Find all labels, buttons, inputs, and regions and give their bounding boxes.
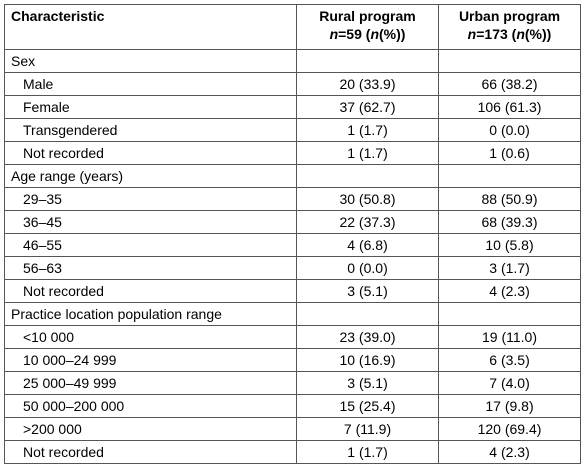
row-label: 29–35 <box>4 187 297 211</box>
rural-value: 20 (33.9) <box>296 72 439 96</box>
section-title: Practice location population range <box>4 302 297 326</box>
row-label: 56–63 <box>4 256 297 280</box>
row-label: Not recorded <box>4 440 297 464</box>
row-label: 46–55 <box>4 233 297 257</box>
table-row: Female 37 (62.7) 106 (61.3) <box>4 95 581 119</box>
rural-n-var: n <box>329 26 339 42</box>
urban-value: 66 (38.2) <box>438 72 581 96</box>
rural-value: 3 (5.1) <box>296 371 439 395</box>
urban-value: 120 (69.4) <box>438 417 581 441</box>
section-empty-cell <box>438 164 581 188</box>
urban-n-rest: =173 ( <box>476 26 517 42</box>
urban-n-var2: n <box>516 26 525 42</box>
rural-n-var2: n <box>370 26 379 42</box>
row-label: Transgendered <box>4 118 297 142</box>
section-row: Age range (years) <box>4 164 581 188</box>
rural-value: 3 (5.1) <box>296 279 439 303</box>
rural-n-tail: (%)) <box>379 26 406 42</box>
urban-value: 1 (0.6) <box>438 141 581 165</box>
rural-title: Rural program <box>319 8 416 24</box>
row-label: 50 000–200 000 <box>4 394 297 418</box>
rural-value: 1 (1.7) <box>296 141 439 165</box>
table-row: Not recorded 1 (1.7) 4 (2.3) <box>4 440 581 464</box>
urban-n-tail: (%)) <box>524 26 552 42</box>
header-row: Characteristic Rural program n=59 (n(%))… <box>4 4 581 50</box>
urban-value: 10 (5.8) <box>438 233 581 257</box>
row-label: <10 000 <box>4 325 297 349</box>
header-urban: Urban program n=173 (n(%)) <box>438 4 581 50</box>
section-title: Sex <box>4 49 297 73</box>
section-row: Practice location population range <box>4 302 581 326</box>
table-row: <10 000 23 (39.0) 19 (11.0) <box>4 325 581 349</box>
rural-n-rest: =59 ( <box>338 26 371 42</box>
row-label: Not recorded <box>4 141 297 165</box>
rural-value: 10 (16.9) <box>296 348 439 372</box>
section-empty-cell <box>438 302 581 326</box>
row-label: Male <box>4 72 297 96</box>
rural-value: 23 (39.0) <box>296 325 439 349</box>
urban-value: 3 (1.7) <box>438 256 581 280</box>
rural-value: 15 (25.4) <box>296 394 439 418</box>
table-row: 50 000–200 000 15 (25.4) 17 (9.8) <box>4 394 581 418</box>
section-empty-cell <box>438 49 581 73</box>
table-row: Male 20 (33.9) 66 (38.2) <box>4 72 581 96</box>
rural-value: 4 (6.8) <box>296 233 439 257</box>
table-row: Not recorded 1 (1.7) 1 (0.6) <box>4 141 581 165</box>
table-row: 10 000–24 999 10 (16.9) 6 (3.5) <box>4 348 581 372</box>
urban-value: 4 (2.3) <box>438 279 581 303</box>
table-row: Transgendered 1 (1.7) 0 (0.0) <box>4 118 581 142</box>
urban-value: 17 (9.8) <box>438 394 581 418</box>
row-label: 10 000–24 999 <box>4 348 297 372</box>
demographics-table: Characteristic Rural program n=59 (n(%))… <box>4 4 581 464</box>
rural-value: 7 (11.9) <box>296 417 439 441</box>
urban-value: 68 (39.3) <box>438 210 581 234</box>
rural-value: 1 (1.7) <box>296 118 439 142</box>
section-empty-cell <box>296 302 439 326</box>
header-rural: Rural program n=59 (n(%)) <box>296 4 439 50</box>
row-label: >200 000 <box>4 417 297 441</box>
table-row: Not recorded 3 (5.1) 4 (2.3) <box>4 279 581 303</box>
section-row: Sex <box>4 49 581 73</box>
urban-value: 6 (3.5) <box>438 348 581 372</box>
urban-value: 7 (4.0) <box>438 371 581 395</box>
row-label: Not recorded <box>4 279 297 303</box>
urban-title: Urban program <box>458 8 561 24</box>
rural-value: 22 (37.3) <box>296 210 439 234</box>
urban-n-var: n <box>467 26 477 42</box>
urban-value: 19 (11.0) <box>438 325 581 349</box>
row-label: 36–45 <box>4 210 297 234</box>
section-empty-cell <box>296 49 439 73</box>
rural-value: 30 (50.8) <box>296 187 439 211</box>
table-row: 36–45 22 (37.3) 68 (39.3) <box>4 210 581 234</box>
row-label: 25 000–49 999 <box>4 371 297 395</box>
header-characteristic: Characteristic <box>4 4 297 50</box>
table-row: >200 000 7 (11.9) 120 (69.4) <box>4 417 581 441</box>
urban-value: 0 (0.0) <box>438 118 581 142</box>
urban-value: 4 (2.3) <box>438 440 581 464</box>
rural-value: 0 (0.0) <box>296 256 439 280</box>
table-row: 56–63 0 (0.0) 3 (1.7) <box>4 256 581 280</box>
rural-value: 1 (1.7) <box>296 440 439 464</box>
section-empty-cell <box>296 164 439 188</box>
table-row: 25 000–49 999 3 (5.1) 7 (4.0) <box>4 371 581 395</box>
urban-value: 88 (50.9) <box>438 187 581 211</box>
section-title: Age range (years) <box>4 164 297 188</box>
table-row: 46–55 4 (6.8) 10 (5.8) <box>4 233 581 257</box>
table-row: 29–35 30 (50.8) 88 (50.9) <box>4 187 581 211</box>
urban-value: 106 (61.3) <box>438 95 581 119</box>
rural-value: 37 (62.7) <box>296 95 439 119</box>
row-label: Female <box>4 95 297 119</box>
